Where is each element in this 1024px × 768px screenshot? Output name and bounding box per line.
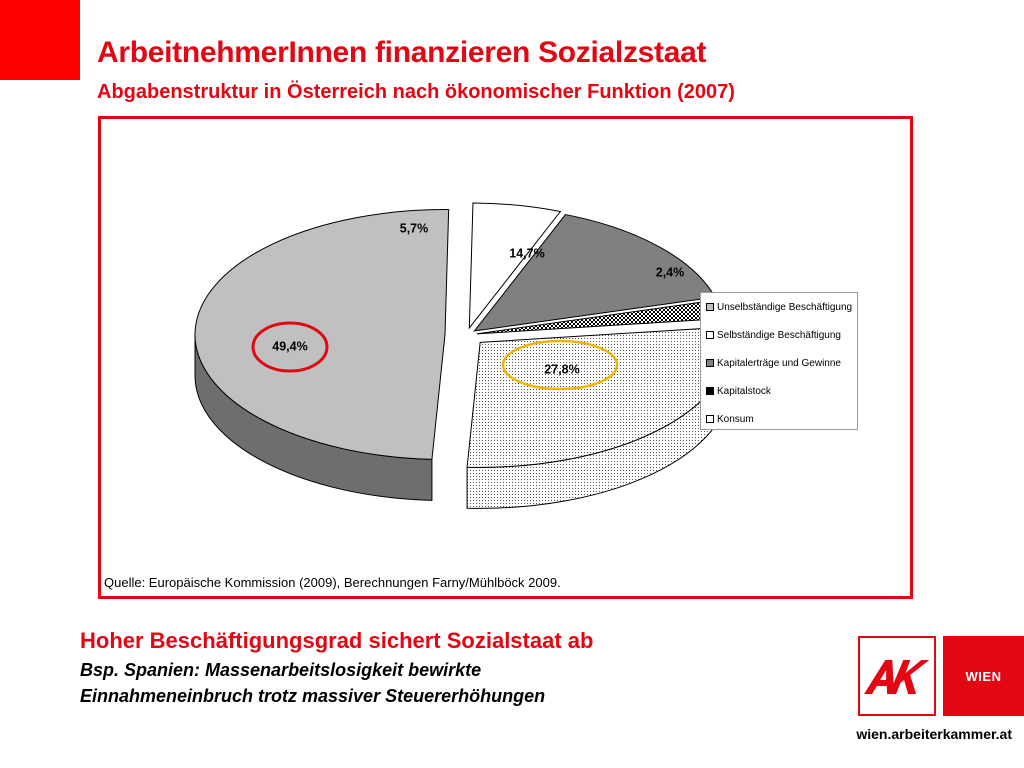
- legend-swatch: [706, 415, 714, 423]
- ak-logo: [858, 636, 936, 716]
- legend-item-unselbstaendige: Unselbständige Beschäftigung: [706, 300, 852, 314]
- legend-item-selbstaendige: Selbständige Beschäftigung: [706, 328, 841, 342]
- pie-data-label: 49,4%: [272, 339, 307, 353]
- legend-item-konsum: Konsum: [706, 412, 754, 426]
- pie-slice: [473, 214, 716, 332]
- highlight-circle-red: [251, 321, 329, 373]
- wien-badge: WIEN: [943, 636, 1024, 716]
- pie-data-label: 14,7%: [509, 246, 544, 260]
- red-corner-block: [0, 0, 80, 80]
- chart-legend: Unselbständige Beschäftigung Selbständig…: [700, 292, 858, 430]
- ak-logo-mark: [864, 660, 930, 694]
- highlight-circle-yellow: [501, 339, 619, 391]
- legend-label: Kapitalstock: [717, 385, 771, 397]
- legend-swatch: [706, 387, 714, 395]
- pie-data-label: 27,8%: [544, 362, 579, 376]
- legend-label: Unselbständige Beschäftigung: [717, 301, 853, 313]
- pie-data-label: 5,7%: [400, 221, 429, 235]
- bottom-text-line2: Einnahmeneinbruch trotz massiver Steuere…: [80, 686, 546, 706]
- pie-chart: 49,4% 5,7% 14,7% 2,4% 27,8%: [194, 202, 731, 509]
- legend-label: Selbständige Beschäftigung: [717, 329, 841, 341]
- legend-label: Kapitalerträge und Gewinne: [717, 357, 841, 369]
- pie-data-label: 2,4%: [656, 265, 685, 279]
- pie-slice: [468, 202, 562, 330]
- slide-subtitle: Abgabenstruktur in Österreich nach ökono…: [97, 81, 735, 103]
- legend-swatch: [706, 331, 714, 339]
- legend-item-kapitalstock: Kapitalstock: [706, 384, 771, 398]
- chart-source: Quelle: Europäische Kommission (2009), B…: [104, 575, 561, 590]
- legend-item-kapitalertraege: Kapitalerträge und Gewinne: [706, 356, 841, 370]
- bottom-title: Hoher Beschäftigungsgrad sichert Sozials…: [80, 628, 594, 653]
- legend-swatch: [706, 303, 714, 311]
- website-url[interactable]: wien.arbeiterkammer.at: [856, 726, 1012, 742]
- slide-title: ArbeitnehmerInnen finanzieren Sozialzsta…: [97, 36, 707, 69]
- bottom-text-line1: Bsp. Spanien: Massenarbeitslosigkeit bew…: [80, 660, 482, 680]
- legend-swatch: [706, 359, 714, 367]
- chart-frame: 49,4% 5,7% 14,7% 2,4% 27,8% Unselbständige B…: [98, 116, 913, 599]
- legend-label: Konsum: [717, 413, 754, 425]
